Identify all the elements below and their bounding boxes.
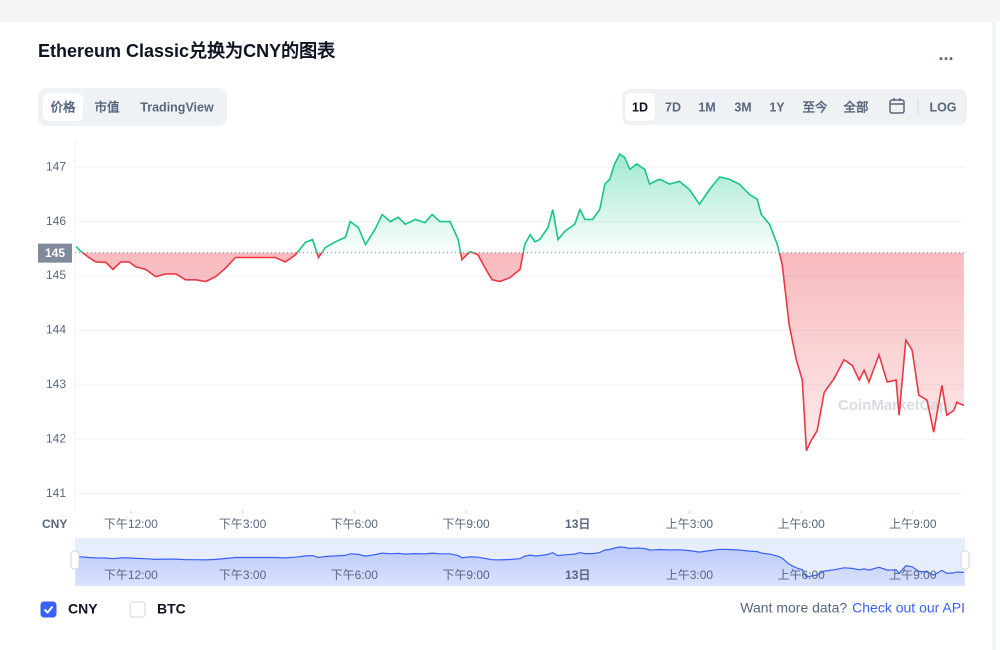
navigator-tick-label: 下午6:00	[331, 568, 379, 582]
x-tick-label: 下午12:00	[104, 517, 158, 531]
reference-label-bg	[38, 243, 72, 263]
price-line-below	[81, 252, 965, 452]
range-button[interactable]: 全部	[842, 99, 869, 114]
api-prompt: Want more data?	[740, 600, 847, 616]
log-button[interactable]: LOG	[929, 100, 956, 114]
navigator-line	[76, 546, 964, 578]
calendar-icon[interactable]	[889, 98, 905, 114]
y-tick-label: 145	[46, 268, 66, 282]
legend-label: CNY	[68, 601, 98, 617]
x-tick-label: 下午6:00	[331, 517, 379, 531]
legend-label: BTC	[157, 601, 186, 617]
navigator-tick-label: 下午3:00	[219, 568, 267, 582]
range-active-bg	[625, 93, 655, 121]
navigator-tick-label: 上午9:00	[889, 568, 937, 582]
x-tick-label: 13日	[565, 517, 590, 531]
api-link[interactable]: Check out our API	[852, 600, 965, 616]
axis-label: CNY	[42, 517, 67, 531]
y-tick-label: 143	[46, 377, 66, 391]
chart-title: Ethereum Classic兑换为CNY的图表	[38, 40, 336, 61]
tab[interactable]: 价格	[50, 99, 76, 114]
legend-checkbox[interactable]	[40, 601, 57, 618]
price-line-above	[75, 152, 781, 253]
tab-active-bg	[43, 93, 83, 121]
range-button[interactable]: 至今	[802, 99, 828, 114]
x-tick-label: 下午9:00	[442, 517, 490, 531]
x-tick-label: 下午3:00	[219, 517, 267, 531]
y-tick-label: 147	[46, 159, 66, 173]
tab[interactable]: 市值	[94, 99, 120, 114]
navigator-tick-label: 下午9:00	[442, 568, 490, 582]
range-group	[622, 89, 967, 125]
range-button[interactable]: 3M	[734, 100, 751, 114]
reference-label: 145	[45, 246, 65, 260]
tab[interactable]: TradingView	[140, 100, 214, 114]
navigator-tick-label: 上午3:00	[666, 568, 714, 582]
navigator-handle[interactable]	[70, 550, 80, 570]
x-tick-label: 上午9:00	[889, 517, 937, 531]
navigator-area	[75, 547, 965, 586]
checkmark	[43, 605, 54, 614]
navigator-tick-label: 上午6:00	[777, 568, 825, 582]
watermark: CoinMarketCap	[838, 397, 948, 414]
range-button[interactable]: 1Y	[769, 100, 785, 114]
range-button[interactable]: 1D	[632, 100, 648, 114]
menu-button[interactable]: ...	[938, 44, 953, 64]
x-tick-label: 上午6:00	[777, 517, 825, 531]
navigator-tick-label: 13日	[565, 568, 590, 582]
side-card	[996, 22, 1000, 650]
range-button[interactable]: 1M	[698, 100, 715, 114]
navigator-handle[interactable]	[960, 550, 970, 570]
y-tick-label: 144	[46, 323, 66, 337]
x-tick-label: 上午3:00	[666, 517, 714, 531]
legend-checkbox[interactable]	[129, 601, 146, 618]
navigator-tick-label: 下午12:00	[104, 568, 158, 582]
y-tick-label: 142	[46, 431, 66, 445]
tab-group	[38, 88, 227, 126]
y-tick-label: 141	[46, 486, 66, 500]
range-button[interactable]: 7D	[665, 100, 681, 114]
y-tick-label: 146	[46, 214, 66, 228]
